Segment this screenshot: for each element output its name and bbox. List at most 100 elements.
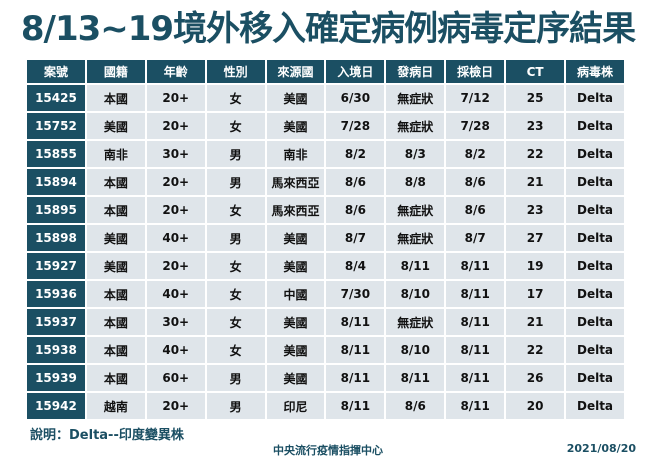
column-header: 入境日: [326, 60, 385, 83]
table-cell: 8/11: [446, 337, 505, 363]
table-row: 15752 美國 20+ 女美國 7/28 無症狀 7/28 23 Delta: [27, 113, 624, 139]
table-cell: 無症狀: [386, 225, 445, 251]
table-cell: 印尼: [266, 393, 325, 419]
table-cell: 女: [206, 253, 265, 279]
table-cell: 8/11: [326, 337, 385, 363]
table-cell: 8/6: [386, 393, 445, 419]
table-cell: 女: [206, 85, 265, 111]
table-cell: 30+: [146, 141, 205, 167]
table-cell: 8/11: [386, 365, 445, 391]
table-cell: 女: [206, 281, 265, 307]
case-id-cell: 15425: [27, 85, 85, 111]
table-cell: Delta: [566, 365, 624, 391]
table-cell: 男: [206, 393, 265, 419]
table-cell: 20+: [146, 113, 205, 139]
table-cell: 22: [506, 337, 565, 363]
table-cell: 美國: [86, 225, 145, 251]
case-id-cell: 15894: [27, 169, 85, 195]
table-cell: 馬來西亞: [266, 169, 325, 195]
table-cell: 60+: [146, 365, 205, 391]
table-cell: 21: [506, 169, 565, 195]
table-cell: 22: [506, 141, 565, 167]
table-cell: 美國: [266, 85, 325, 111]
table-cell: 8/7: [446, 225, 505, 251]
table-row: 15938 本國 40+ 女美國 8/11 8/10 8/11 22 Delta: [27, 337, 624, 363]
table-cell: Delta: [566, 281, 624, 307]
table-cell: 美國: [266, 309, 325, 335]
table-cell: 美國: [266, 225, 325, 251]
table-cell: Delta: [566, 197, 624, 223]
table-row: 15855 南非 30+ 男南非 8/2 8/3 8/2 22 Delta: [27, 141, 624, 167]
case-id-cell: 15939: [27, 365, 85, 391]
table-row: 15937 本國 30+ 女美國 8/11 無症狀 8/11 21 Delta: [27, 309, 624, 335]
table-cell: 25: [506, 85, 565, 111]
table-cell: 8/11: [326, 393, 385, 419]
table-cell: 美國: [266, 337, 325, 363]
table-cell: 8/6: [326, 197, 385, 223]
table-cell: 23: [506, 113, 565, 139]
column-header: 病毒株: [566, 60, 624, 83]
table-cell: Delta: [566, 309, 624, 335]
sequencing-table: 案號 國籍 年齡 性別 來源國 入境日 發病日 採檢日 CT 病毒株 15425 本國 20+ 女美國 6…: [25, 58, 626, 421]
table-cell: 馬來西亞: [266, 197, 325, 223]
case-id-cell: 15936: [27, 281, 85, 307]
table-cell: 40+: [146, 281, 205, 307]
table-cell: 女: [206, 197, 265, 223]
table-cell: Delta: [566, 85, 624, 111]
table-cell: 20+: [146, 253, 205, 279]
column-header: 性別: [206, 60, 265, 83]
table-cell: 男: [206, 225, 265, 251]
table-cell: 20+: [146, 197, 205, 223]
table-cell: 南非: [266, 141, 325, 167]
table-cell: 無症狀: [386, 197, 445, 223]
table-cell: Delta: [566, 225, 624, 251]
table-cell: 27: [506, 225, 565, 251]
table-cell: 17: [506, 281, 565, 307]
table-cell: 40+: [146, 225, 205, 251]
case-id-cell: 15898: [27, 225, 85, 251]
table-cell: 8/11: [446, 393, 505, 419]
table-row: 15939 本國 60+ 男美國 8/11 8/11 8/11 26 Delta: [27, 365, 624, 391]
table-cell: 男: [206, 141, 265, 167]
case-id-cell: 15942: [27, 393, 85, 419]
table-cell: Delta: [566, 113, 624, 139]
table-cell: 20+: [146, 169, 205, 195]
table-cell: Delta: [566, 169, 624, 195]
table-cell: 8/11: [386, 253, 445, 279]
table-cell: 8/11: [446, 281, 505, 307]
table-cell: Delta: [566, 253, 624, 279]
table-cell: 本國: [86, 197, 145, 223]
footnote: 說明：Delta--印度變異株: [30, 428, 184, 443]
table-cell: 女: [206, 337, 265, 363]
table-cell: 南非: [86, 141, 145, 167]
column-header: 案號: [27, 60, 85, 83]
table-cell: 無症狀: [386, 85, 445, 111]
table-cell: 40+: [146, 337, 205, 363]
table-cell: 無症狀: [386, 309, 445, 335]
column-header: 來源國: [266, 60, 325, 83]
table-cell: 本國: [86, 309, 145, 335]
table-row: 15894 本國 20+ 男馬來西亞 8/6 8/8 8/6 21 Delta: [27, 169, 624, 195]
table-cell: 8/11: [326, 365, 385, 391]
table-cell: Delta: [566, 393, 624, 419]
table-cell: 23: [506, 197, 565, 223]
table-cell: 8/11: [446, 365, 505, 391]
column-header: 國籍: [86, 60, 145, 83]
case-id-cell: 15752: [27, 113, 85, 139]
table-cell: 男: [206, 365, 265, 391]
table-cell: 8/3: [386, 141, 445, 167]
case-id-cell: 15927: [27, 253, 85, 279]
table-row: 15898 美國 40+ 男美國 8/7 無症狀 8/7 27 Delta: [27, 225, 624, 251]
table-cell: 30+: [146, 309, 205, 335]
table-cell: 21: [506, 309, 565, 335]
table-cell: 中國: [266, 281, 325, 307]
column-header: CT: [506, 60, 565, 83]
table-cell: 8/6: [446, 169, 505, 195]
table-cell: 無症狀: [386, 113, 445, 139]
table-cell: 女: [206, 113, 265, 139]
table-cell: 本國: [86, 85, 145, 111]
column-header: 發病日: [386, 60, 445, 83]
table-cell: 7/12: [446, 85, 505, 111]
table-cell: 美國: [86, 113, 145, 139]
table-cell: 美國: [266, 113, 325, 139]
